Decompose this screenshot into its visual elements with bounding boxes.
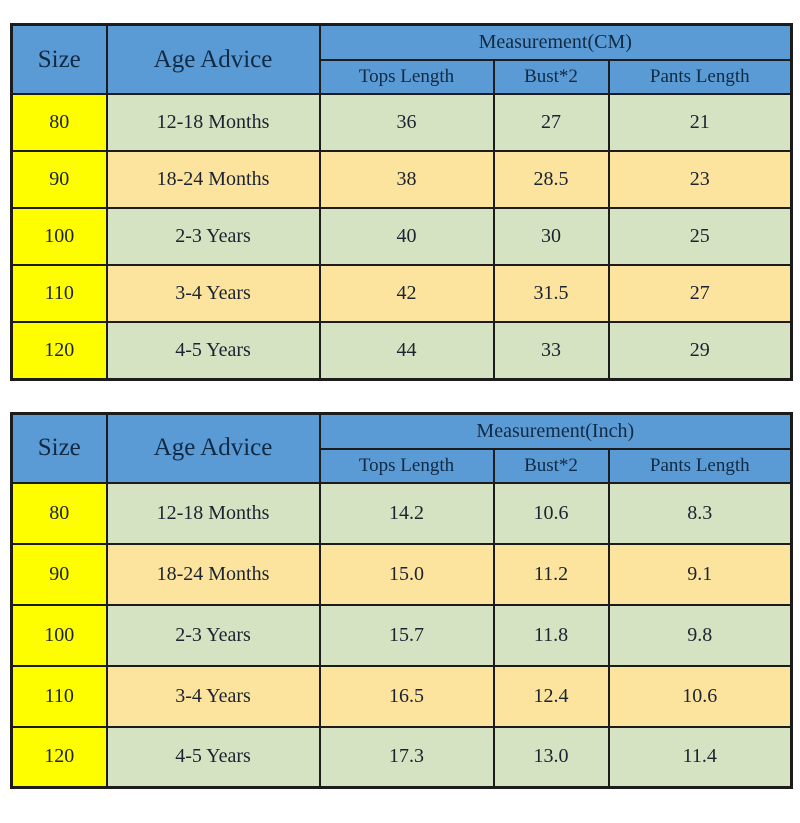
table-row: 80 12-18 Months 36 27 21 bbox=[10, 93, 793, 152]
pants-length-cell: 23 bbox=[607, 150, 793, 209]
bust-cell: 33 bbox=[492, 321, 610, 380]
age-cell: 12-18 Months bbox=[105, 93, 321, 152]
tops-length-cell: 44 bbox=[318, 321, 495, 380]
tops-length-cell: 36 bbox=[318, 93, 495, 152]
tops-length-cell: 14.2 bbox=[318, 481, 495, 545]
tops-length-cell: 40 bbox=[318, 207, 495, 266]
pants-length-cell: 9.8 bbox=[607, 603, 793, 667]
size-cell: 110 bbox=[10, 664, 108, 728]
size-table-cm: Size Age Advice Measurement(CM) Tops Len… bbox=[10, 23, 794, 381]
size-cell: 120 bbox=[10, 321, 108, 380]
size-column-header: Size bbox=[10, 23, 108, 95]
pants-length-cell: 25 bbox=[607, 207, 793, 266]
tops-length-cell: 16.5 bbox=[318, 664, 495, 728]
size-cell: 100 bbox=[10, 207, 108, 266]
table-row: 100 2-3 Years 40 30 25 bbox=[10, 207, 793, 266]
bust-cell: 10.6 bbox=[492, 481, 610, 545]
table-row: 90 18-24 Months 38 28.5 23 bbox=[10, 150, 793, 209]
pants-length-cell: 8.3 bbox=[607, 481, 793, 545]
measurement-group-header: Measurement(Inch) bbox=[318, 412, 793, 450]
table-row: 110 3-4 Years 42 31.5 27 bbox=[10, 264, 793, 323]
bust-cell: 31.5 bbox=[492, 264, 610, 323]
tops-length-cell: 42 bbox=[318, 264, 495, 323]
age-cell: 12-18 Months bbox=[105, 481, 321, 545]
bust-cell: 11.2 bbox=[492, 542, 610, 606]
size-table-inch: Size Age Advice Measurement(Inch) Tops L… bbox=[10, 411, 794, 789]
pants-length-header: Pants Length bbox=[607, 447, 793, 484]
size-cell: 80 bbox=[10, 481, 108, 545]
tops-length-header: Tops Length bbox=[318, 447, 495, 484]
pants-length-cell: 9.1 bbox=[607, 542, 793, 606]
age-cell: 2-3 Years bbox=[105, 603, 321, 667]
bust-header: Bust*2 bbox=[492, 447, 610, 484]
tops-length-cell: 17.3 bbox=[318, 725, 495, 789]
tops-length-cell: 15.0 bbox=[318, 542, 495, 606]
age-advice-column-header: Age Advice bbox=[105, 412, 321, 484]
bust-cell: 28.5 bbox=[492, 150, 610, 209]
sub-header-row: Tops Length Bust*2 Pants Length bbox=[12, 447, 793, 484]
size-cell: 120 bbox=[10, 725, 108, 789]
table-row: 100 2-3 Years 15.7 11.8 9.8 bbox=[10, 603, 793, 667]
table-row: 120 4-5 Years 17.3 13.0 11.4 bbox=[10, 725, 793, 789]
age-cell: 18-24 Months bbox=[105, 150, 321, 209]
bust-cell: 27 bbox=[492, 93, 610, 152]
tops-length-cell: 38 bbox=[318, 150, 495, 209]
pants-length-cell: 10.6 bbox=[607, 664, 793, 728]
bust-cell: 30 bbox=[492, 207, 610, 266]
header-row: Size Age Advice Measurement(CM) bbox=[10, 23, 793, 95]
pants-length-header: Pants Length bbox=[607, 59, 793, 95]
bust-header: Bust*2 bbox=[492, 59, 610, 95]
age-advice-column-header: Age Advice bbox=[105, 23, 321, 95]
bust-cell: 13.0 bbox=[492, 725, 610, 789]
table-row: 110 3-4 Years 16.5 12.4 10.6 bbox=[10, 664, 793, 728]
tops-length-header: Tops Length bbox=[318, 59, 495, 95]
header-row: Size Age Advice Measurement(Inch) bbox=[10, 412, 793, 484]
age-cell: 18-24 Months bbox=[105, 542, 321, 606]
size-cell: 80 bbox=[10, 93, 108, 152]
pants-length-cell: 21 bbox=[607, 93, 793, 152]
size-chart-page: Size Age Advice Measurement(CM) Tops Len… bbox=[0, 23, 800, 823]
size-cell: 90 bbox=[10, 542, 108, 606]
pants-length-cell: 29 bbox=[607, 321, 793, 380]
size-cell: 110 bbox=[10, 264, 108, 323]
table-row: 90 18-24 Months 15.0 11.2 9.1 bbox=[10, 542, 793, 606]
age-cell: 2-3 Years bbox=[105, 207, 321, 266]
age-cell: 3-4 Years bbox=[105, 264, 321, 323]
pants-length-cell: 11.4 bbox=[607, 725, 793, 789]
tops-length-cell: 15.7 bbox=[318, 603, 495, 667]
age-cell: 4-5 Years bbox=[105, 321, 321, 380]
age-cell: 4-5 Years bbox=[105, 725, 321, 789]
size-column-header: Size bbox=[10, 412, 108, 484]
size-cell: 90 bbox=[10, 150, 108, 209]
bust-cell: 12.4 bbox=[492, 664, 610, 728]
pants-length-cell: 27 bbox=[607, 264, 793, 323]
sub-header-row: Tops Length Bust*2 Pants Length bbox=[12, 59, 793, 95]
measurement-group-header: Measurement(CM) bbox=[318, 23, 793, 61]
size-cell: 100 bbox=[10, 603, 108, 667]
bust-cell: 11.8 bbox=[492, 603, 610, 667]
table-row: 80 12-18 Months 14.2 10.6 8.3 bbox=[10, 481, 793, 545]
table-row: 120 4-5 Years 44 33 29 bbox=[10, 321, 793, 380]
age-cell: 3-4 Years bbox=[105, 664, 321, 728]
